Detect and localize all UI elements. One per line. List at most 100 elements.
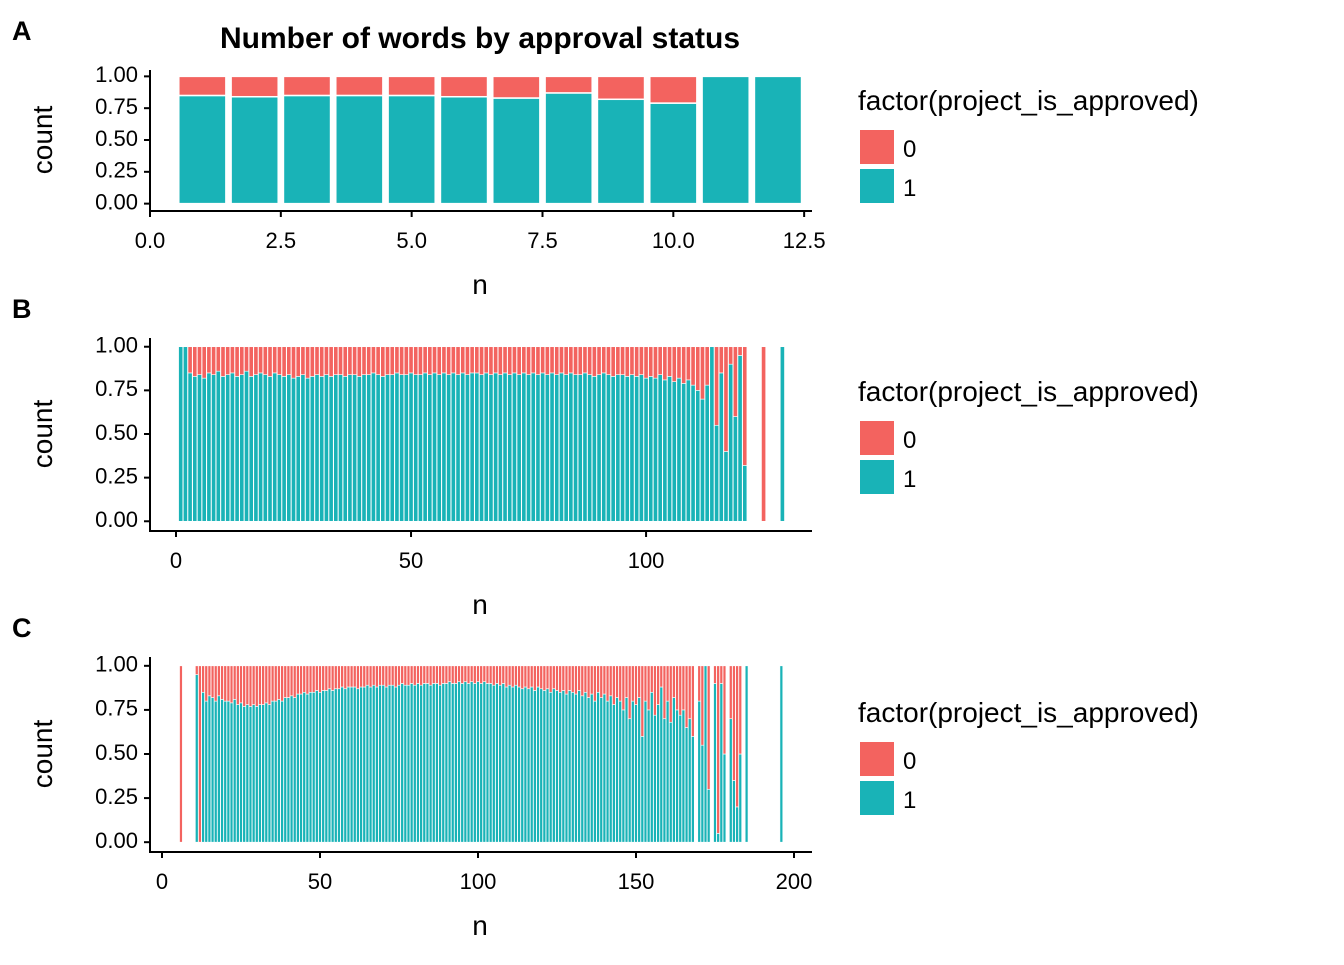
bar-segment xyxy=(289,695,294,843)
y-tick-label: 0.25 xyxy=(95,784,138,809)
bar-segment xyxy=(676,346,682,379)
bar-segment xyxy=(422,683,427,843)
bar-segment xyxy=(296,693,300,843)
bar-segment xyxy=(352,346,358,375)
bar-segment xyxy=(667,346,672,377)
bar-segment xyxy=(671,346,677,382)
x-tick-label: 12.5 xyxy=(783,228,826,253)
bar-segment xyxy=(236,665,240,705)
bar-segment xyxy=(361,346,367,375)
bar-segment xyxy=(450,665,455,684)
bar-segment xyxy=(587,374,593,522)
bar-segment xyxy=(444,683,449,843)
bar-segment xyxy=(577,374,583,522)
bar-segment xyxy=(248,665,253,707)
bar-segment xyxy=(653,714,657,843)
bar-segment xyxy=(555,690,559,843)
bar-segment xyxy=(583,665,588,693)
bar-segment xyxy=(675,665,679,711)
bar-segment xyxy=(375,665,379,688)
bar-segment xyxy=(441,683,445,843)
legend-key xyxy=(860,169,894,203)
bar-segment xyxy=(559,346,564,374)
bar-segment xyxy=(217,665,221,697)
bar-segment xyxy=(270,665,275,702)
bar-segment xyxy=(296,665,300,695)
bar-segment xyxy=(700,744,705,843)
bar-segment xyxy=(573,374,578,522)
bar-segment xyxy=(226,700,231,843)
bar-segment xyxy=(502,346,508,374)
bar-segment xyxy=(261,704,265,843)
bar-segment xyxy=(182,346,188,522)
bar-segment xyxy=(258,704,262,843)
legend-key xyxy=(860,421,894,455)
bar-segment xyxy=(514,684,518,843)
bar-segment xyxy=(533,690,537,843)
bar-segment xyxy=(653,377,658,522)
bar-segment xyxy=(474,372,480,522)
bar-segment xyxy=(621,709,626,843)
bar-segment xyxy=(214,665,218,702)
bar-segment xyxy=(293,697,297,843)
bar-segment xyxy=(225,346,231,375)
bar-segment xyxy=(234,346,240,377)
bar-segment xyxy=(469,665,474,682)
bar-segment xyxy=(258,665,262,705)
bar-segment xyxy=(324,374,329,522)
bar-segment xyxy=(314,374,320,522)
bar-segment xyxy=(596,374,602,522)
bar-segment xyxy=(335,75,384,97)
bar-segment xyxy=(380,376,386,522)
bar-segment xyxy=(394,372,400,522)
bar-segment xyxy=(295,346,301,377)
bar-segment xyxy=(482,665,487,682)
bar-segment xyxy=(672,665,676,698)
bar-segment xyxy=(615,374,621,522)
bar-segment xyxy=(672,697,676,843)
bar-segment xyxy=(631,700,635,843)
bar-segment xyxy=(286,346,292,375)
bar-segment xyxy=(700,398,705,522)
bar-segment xyxy=(327,688,332,843)
bar-segment xyxy=(495,683,499,843)
bar-segment xyxy=(359,686,363,843)
bar-segment xyxy=(315,690,319,843)
bar-segment xyxy=(264,702,269,843)
bar-segment xyxy=(362,686,366,843)
bar-segment xyxy=(416,683,420,843)
bar-segment xyxy=(450,683,455,843)
bar-segment xyxy=(485,665,490,684)
bar-segment xyxy=(207,695,212,843)
bar-segment xyxy=(432,683,436,843)
bar-segment xyxy=(681,665,686,711)
bar-segment xyxy=(624,697,629,843)
bar-segment xyxy=(497,374,503,522)
bar-segment xyxy=(596,665,600,693)
x-tick-label: 2.5 xyxy=(266,228,297,253)
bar-segment xyxy=(179,665,183,843)
bar-segment xyxy=(253,374,259,522)
bar-segment xyxy=(245,665,250,705)
bar-segment xyxy=(204,665,208,702)
bar-segment xyxy=(601,346,607,374)
bar-segment xyxy=(530,346,536,374)
bar-segment xyxy=(239,702,243,843)
x-tick-label: 5.0 xyxy=(396,228,427,253)
bar-segment xyxy=(248,346,254,377)
bar-segment xyxy=(400,683,404,843)
bar-segment xyxy=(520,665,524,690)
bar-segment xyxy=(291,377,296,522)
bar-segment xyxy=(255,665,259,707)
bar-segment xyxy=(714,346,719,426)
bar-segment xyxy=(444,665,449,684)
bar-segment xyxy=(210,665,215,698)
y-axis-label: count xyxy=(27,400,58,469)
bar-segment xyxy=(610,376,616,522)
bar-segment xyxy=(439,75,489,98)
x-tick-label: 200 xyxy=(776,869,813,894)
bar-segment xyxy=(422,665,427,684)
bar-segment xyxy=(446,346,452,375)
bar-segment xyxy=(722,753,727,843)
x-tick-label: 50 xyxy=(399,548,423,573)
